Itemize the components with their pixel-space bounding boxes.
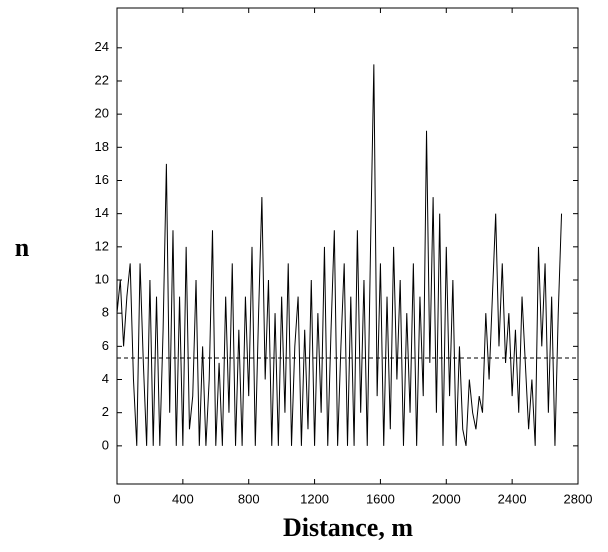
y-axis-title: n (15, 233, 30, 262)
x-tick-label: 1200 (300, 491, 329, 506)
y-tick-label: 6 (102, 338, 109, 353)
x-tick-label: 800 (238, 491, 260, 506)
y-tick-label: 10 (95, 271, 109, 286)
y-tick-label: 24 (95, 39, 109, 54)
y-tick-label: 18 (95, 139, 109, 154)
y-tick-label: 14 (95, 205, 109, 220)
y-tick-label: 12 (95, 238, 109, 253)
y-tick-label: 22 (95, 72, 109, 87)
y-tick-label: 0 (102, 437, 109, 452)
x-tick-label: 1600 (366, 491, 395, 506)
x-tick-label: 2400 (498, 491, 527, 506)
plot-frame (116, 7, 579, 485)
y-tick-label: 8 (102, 305, 109, 320)
x-tick-label: 400 (172, 491, 194, 506)
data-line (116, 64, 563, 446)
y-tick-label: 20 (95, 106, 109, 121)
y-tick-label: 4 (102, 371, 109, 386)
y-tick-label: 2 (102, 404, 109, 419)
y-tick-label: 16 (95, 172, 109, 187)
x-tick-label: 0 (113, 491, 120, 506)
x-tick-label: 2800 (564, 491, 593, 506)
x-axis-title: Distance, m (283, 513, 413, 542)
x-tick-label: 2000 (432, 491, 461, 506)
